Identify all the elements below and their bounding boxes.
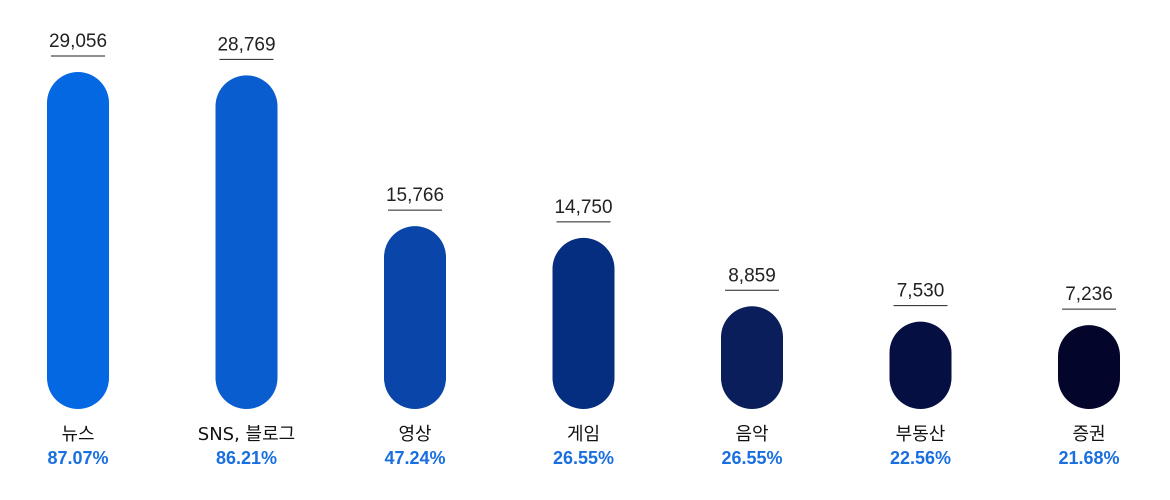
- category-label: 뉴스: [61, 424, 94, 445]
- bar-부동산: [889, 321, 952, 409]
- bar-음악: [721, 306, 783, 409]
- value-label: 28,769: [217, 34, 275, 55]
- bar-group-부동산: 7,530 부동산 22.56%: [889, 281, 952, 468]
- percent-label: 87.07%: [47, 448, 108, 468]
- bar-뉴스: [47, 72, 109, 409]
- value-label: 15,766: [386, 185, 444, 206]
- bar-게임: [552, 237, 615, 409]
- percent-label: 22.56%: [890, 448, 951, 468]
- bar-group-음악: 8,859 음악 26.55%: [721, 265, 783, 468]
- percent-label: 26.55%: [721, 448, 782, 468]
- bar-sns-블로그: [215, 75, 278, 410]
- percent-label: 26.55%: [553, 448, 614, 468]
- bar-group-게임: 14,750 게임 26.55%: [552, 197, 615, 468]
- category-label: 증권: [1072, 424, 1105, 445]
- value-label: 29,056: [49, 31, 107, 52]
- bar-group-뉴스: 29,056 뉴스 87.07%: [47, 31, 109, 468]
- category-label: SNS, 블로그: [198, 424, 295, 445]
- bar-group-영상: 15,766 영상 47.24%: [384, 185, 446, 468]
- value-label: 7,530: [897, 281, 945, 302]
- bar-group-증권: 7,236 증권 21.68%: [1058, 284, 1120, 468]
- value-label: 8,859: [728, 265, 776, 286]
- category-label: 영상: [398, 424, 431, 445]
- bar-group-sns-블로그: 28,769 SNS, 블로그 86.21%: [198, 34, 295, 468]
- percent-label: 21.68%: [1058, 448, 1119, 468]
- value-label: 7,236: [1065, 284, 1113, 305]
- value-label: 14,750: [554, 197, 612, 218]
- bar-증권: [1058, 325, 1120, 409]
- bar-영상: [384, 226, 446, 409]
- category-label: 음악: [735, 424, 768, 445]
- category-label: 부동산: [896, 424, 946, 445]
- category-label: 게임: [567, 424, 600, 445]
- percent-label: 47.24%: [384, 448, 445, 468]
- percent-label: 86.21%: [216, 448, 277, 468]
